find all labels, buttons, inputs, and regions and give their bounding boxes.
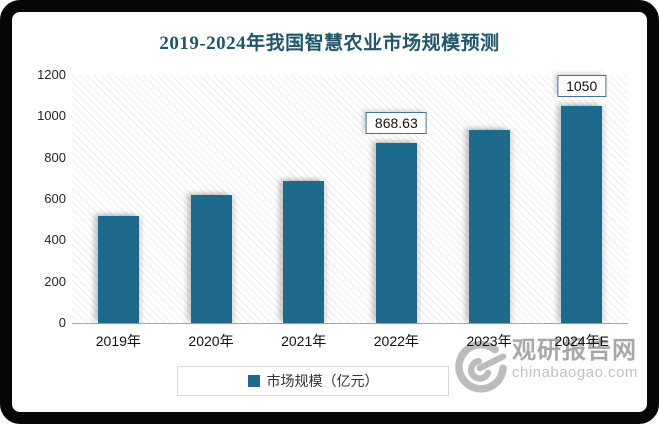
bar-2020年: [190, 195, 232, 323]
data-label-2024年E: 1050: [557, 75, 607, 97]
y-tick-label: 1200: [37, 67, 66, 82]
x-tick-label: 2022年: [373, 333, 419, 349]
y-tick-label: 0: [58, 315, 66, 330]
bar-slot: 868.63: [350, 75, 443, 323]
x-axis-labels: 2019年 2020年 2021年 2022年 2023年 2024年E: [72, 331, 628, 351]
y-tick-label: 200: [44, 273, 66, 289]
bar-2021年: [283, 181, 325, 323]
legend-swatch-icon: [247, 375, 260, 387]
plot-area: 868.63 1050: [72, 75, 628, 324]
bar-2024年E: [561, 106, 603, 323]
x-tick-label: 2023年: [466, 333, 512, 349]
x-tick-label: 2020年: [188, 333, 234, 349]
bar-slot: [165, 75, 258, 323]
y-tick-label: 800: [44, 149, 66, 165]
x-tick-label: 2019年: [95, 333, 141, 349]
legend: 市场规模（亿元）: [177, 366, 449, 396]
x-tick-label: 2021年: [281, 333, 327, 349]
bar-slot: [72, 75, 165, 323]
bar-slot: [257, 75, 350, 323]
y-tick-label: 600: [44, 191, 66, 206]
bar-2019年: [97, 216, 139, 323]
watermark-domain: chinabaogao.com: [512, 364, 638, 381]
chart-title: 2019-2024年我国智慧农业市场规模预测: [159, 33, 500, 54]
bar-2022年: [375, 143, 417, 323]
legend-label: 市场规模（亿元）: [266, 373, 379, 389]
bar-slot: 1050: [535, 75, 628, 323]
bar-slot: [443, 75, 536, 323]
data-label-2022年: 868.63: [365, 112, 427, 134]
x-tick-label: 2024年E: [554, 333, 609, 349]
bar-2023年: [468, 130, 510, 323]
y-tick-label: 1000: [37, 108, 66, 124]
y-tick-label: 400: [44, 232, 66, 248]
